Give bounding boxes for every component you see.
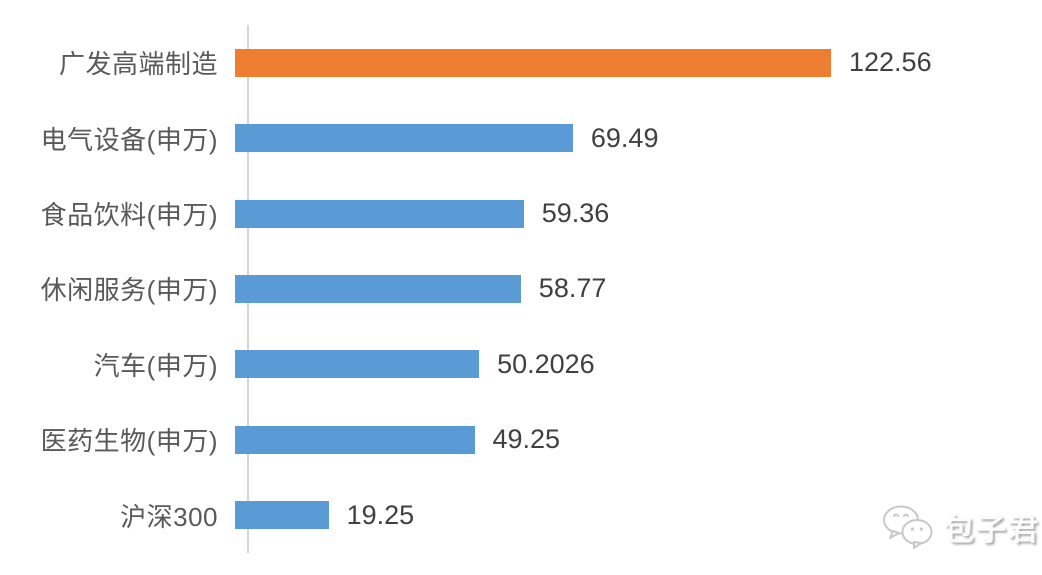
bar[interactable] bbox=[235, 425, 475, 454]
category-label: 电气设备(申万) bbox=[40, 124, 218, 155]
bar[interactable] bbox=[235, 350, 480, 379]
bar-area: 59.36 bbox=[233, 198, 1042, 229]
bar[interactable] bbox=[235, 124, 573, 153]
bar[interactable] bbox=[235, 274, 521, 303]
bar-area: 58.77 bbox=[233, 273, 1042, 304]
chart-row: 电气设备(申万) 69.49 bbox=[0, 100, 1042, 175]
category-label: 汽车(申万) bbox=[93, 350, 218, 381]
chart-row: 休闲服务(申万) 58.77 bbox=[0, 251, 1042, 326]
bar-area: 49.25 bbox=[233, 424, 1042, 455]
category-label: 沪深300 bbox=[120, 501, 218, 532]
value-label: 58.77 bbox=[538, 273, 607, 304]
bar-area: 122.56 bbox=[233, 47, 1042, 78]
bar[interactable] bbox=[235, 48, 831, 77]
category-label: 休闲服务(申万) bbox=[40, 275, 218, 306]
category-label: 医药生物(申万) bbox=[40, 426, 218, 457]
chart-rows: 广发高端制造 122.56 电气设备(申万) 69.49 食品饮料(申万) 59… bbox=[0, 25, 1042, 553]
watermark-text: 包子君 bbox=[944, 514, 1040, 547]
watermark: 包子君 bbox=[880, 504, 1040, 550]
value-label: 122.56 bbox=[849, 47, 932, 78]
bar-area: 69.49 bbox=[233, 123, 1042, 154]
chart-row: 沪深300 19.25 bbox=[0, 478, 1042, 553]
category-label: 广发高端制造 bbox=[58, 49, 218, 80]
bar[interactable] bbox=[235, 199, 524, 228]
value-label: 49.25 bbox=[492, 424, 561, 455]
chart-row: 广发高端制造 122.56 bbox=[0, 25, 1042, 100]
chart-row: 食品饮料(申万) 59.36 bbox=[0, 176, 1042, 251]
value-label: 69.49 bbox=[590, 122, 659, 153]
bar-area: 19.25 bbox=[233, 500, 1042, 531]
chart-row: 汽车(申万) 50.2026 bbox=[0, 327, 1042, 402]
value-label: 19.25 bbox=[346, 499, 415, 530]
bar[interactable] bbox=[235, 501, 329, 530]
value-label: 50.2026 bbox=[497, 348, 595, 379]
bar-area: 50.2026 bbox=[233, 349, 1042, 380]
chart-row: 医药生物(申万) 49.25 bbox=[0, 402, 1042, 477]
category-label: 食品饮料(申万) bbox=[40, 200, 218, 231]
value-label: 59.36 bbox=[541, 198, 610, 229]
wechat-icon bbox=[883, 505, 933, 549]
